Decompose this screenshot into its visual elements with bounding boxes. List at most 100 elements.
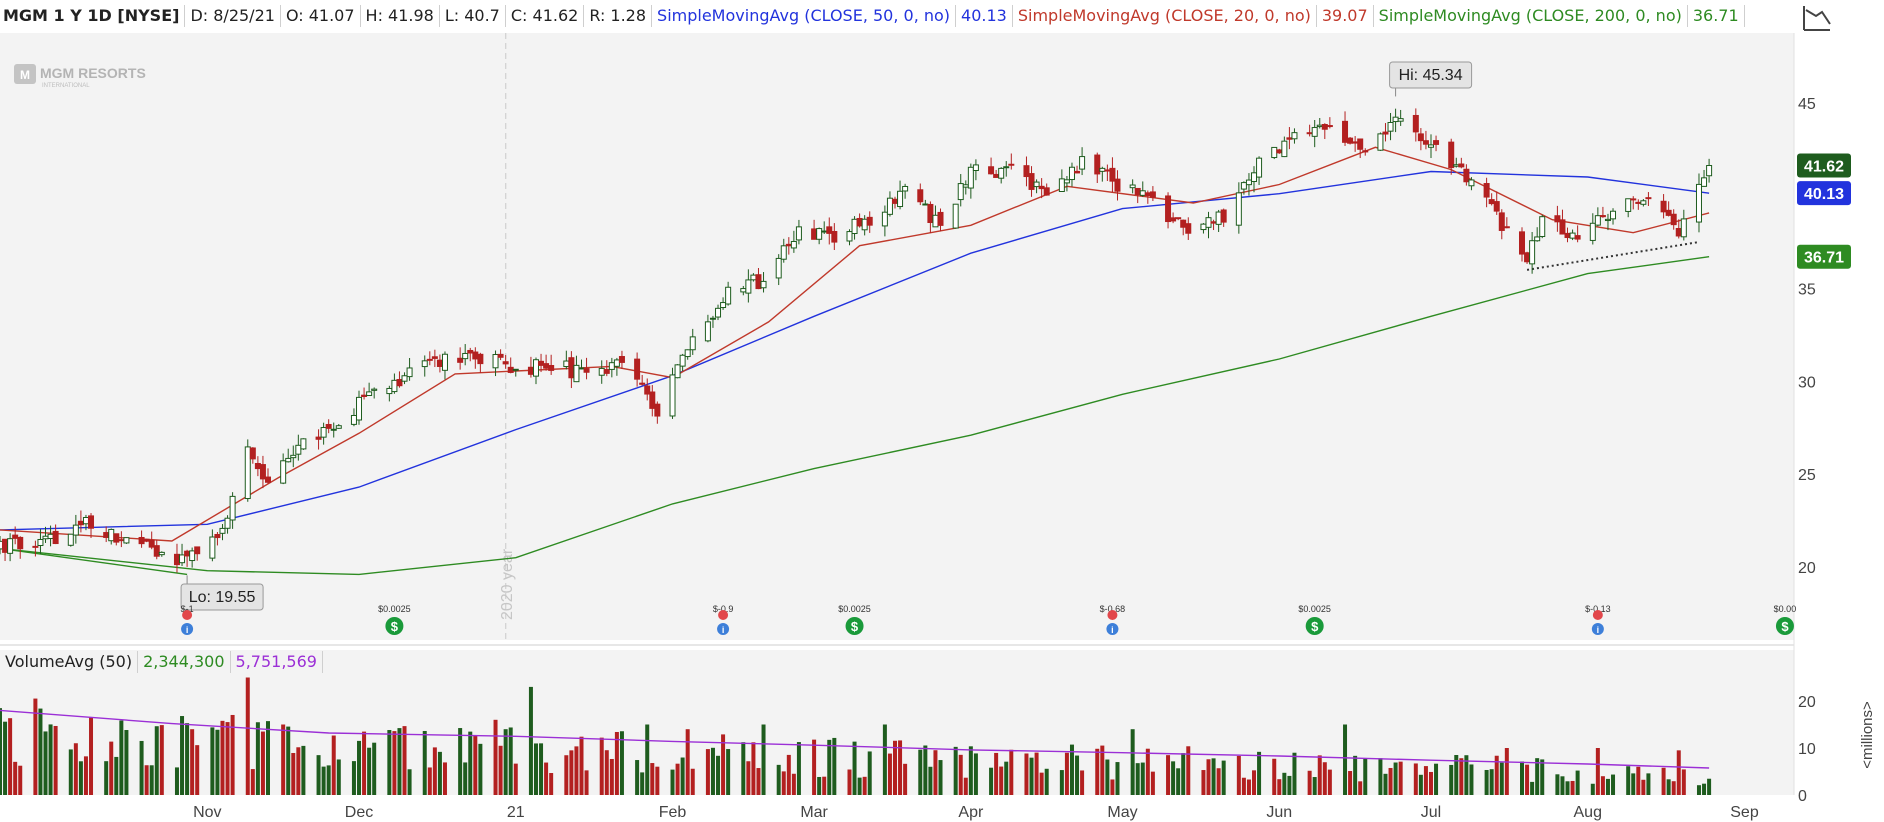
open-readout: O: 41.07 bbox=[281, 5, 361, 27]
sma50-study-label[interactable]: SimpleMovingAvg (CLOSE, 50, 0, no) bbox=[652, 5, 957, 27]
symbol-title[interactable]: MGM 1 Y 1D [NYSE] bbox=[0, 5, 186, 27]
candle bbox=[315, 429, 322, 450]
volume-bar bbox=[852, 741, 857, 795]
volume-bar bbox=[604, 750, 609, 795]
volume-bar bbox=[1201, 770, 1206, 795]
candle bbox=[421, 355, 428, 377]
candle bbox=[826, 217, 833, 245]
volume-bar bbox=[1211, 758, 1216, 795]
dollar-glyph: $ bbox=[1311, 619, 1319, 634]
volume-bar bbox=[513, 763, 518, 795]
volume-bar bbox=[215, 729, 220, 795]
volume-bar bbox=[1252, 770, 1257, 795]
candle-body bbox=[922, 203, 929, 206]
sma200-study-label[interactable]: SimpleMovingAvg (CLOSE, 200, 0, no) bbox=[1374, 5, 1688, 27]
candle bbox=[32, 540, 39, 557]
volume-bar bbox=[104, 761, 109, 795]
volume-bar bbox=[1681, 769, 1686, 795]
candle bbox=[846, 229, 853, 246]
time-tick-label: May bbox=[1107, 804, 1137, 821]
candle-body bbox=[1392, 116, 1399, 123]
candle-body bbox=[1342, 120, 1349, 143]
dividend-marker: $0.00 $ bbox=[1774, 604, 1797, 635]
candle-body bbox=[1695, 183, 1702, 223]
volume-bar bbox=[1272, 758, 1277, 795]
candle-body bbox=[1003, 166, 1010, 169]
volume-bar bbox=[245, 677, 250, 795]
dividend-label: $0.0025 bbox=[1298, 604, 1331, 614]
volume-bar bbox=[402, 726, 407, 795]
time-tick-label: 21 bbox=[507, 804, 525, 821]
candle bbox=[1185, 217, 1192, 240]
candle bbox=[1235, 182, 1242, 234]
volume-bar bbox=[781, 771, 786, 795]
candle bbox=[720, 297, 727, 310]
candle bbox=[88, 513, 95, 538]
candle-body bbox=[1180, 219, 1187, 228]
time-tick-label: Feb bbox=[659, 804, 687, 821]
volume-bar bbox=[210, 727, 215, 795]
candle-body bbox=[1675, 228, 1682, 237]
volume-bar bbox=[953, 746, 958, 795]
candlesticks bbox=[0, 108, 1713, 573]
candle bbox=[669, 367, 676, 419]
candle bbox=[295, 434, 302, 461]
candle-body bbox=[856, 217, 863, 227]
candle-body bbox=[1660, 200, 1667, 213]
volume-bar bbox=[397, 728, 402, 795]
volume-bar bbox=[174, 767, 179, 795]
volume-bar bbox=[1034, 752, 1039, 795]
volume-bar bbox=[1115, 762, 1120, 795]
volume-bar bbox=[1393, 762, 1398, 795]
drawing-tools-icon[interactable] bbox=[1800, 2, 1834, 34]
volume-bar bbox=[1520, 761, 1525, 795]
candle bbox=[1422, 130, 1429, 150]
sma20-study-label[interactable]: SimpleMovingAvg (CLOSE, 20, 0, no) bbox=[1013, 5, 1317, 27]
volume-bar bbox=[705, 749, 710, 795]
close-readout: C: 41.62 bbox=[506, 5, 585, 27]
volume-bar bbox=[1696, 785, 1701, 795]
high-callout-box bbox=[1389, 61, 1473, 89]
candle-body bbox=[725, 286, 732, 305]
candle-body bbox=[1170, 217, 1177, 222]
volume-tick-label: 10 bbox=[1798, 741, 1816, 758]
volume-bar bbox=[994, 752, 999, 795]
candle bbox=[639, 374, 646, 386]
candle bbox=[1665, 201, 1672, 217]
volume-bar bbox=[185, 723, 190, 795]
volume-bar bbox=[1575, 770, 1580, 795]
high-callout: Hi: 45.34 bbox=[1389, 61, 1473, 97]
candle-body bbox=[1311, 127, 1318, 137]
volume-bar bbox=[549, 773, 554, 795]
volume-study-label[interactable]: VolumeAvg (50) bbox=[0, 651, 139, 673]
candle-body bbox=[1463, 168, 1470, 183]
volume-bar bbox=[1181, 753, 1186, 795]
volume-bar bbox=[498, 745, 503, 795]
candle-body bbox=[1291, 132, 1298, 140]
volume-bar bbox=[265, 721, 270, 795]
candle-body bbox=[1114, 178, 1121, 192]
candle bbox=[1170, 212, 1177, 224]
candle-body bbox=[143, 538, 150, 542]
candle-body bbox=[993, 173, 1000, 178]
volume-bar bbox=[1378, 758, 1383, 795]
logo-mark bbox=[14, 64, 36, 84]
volume-bar bbox=[180, 716, 185, 795]
candle-body bbox=[1645, 197, 1652, 200]
candle-body bbox=[396, 379, 403, 387]
candle-body bbox=[1382, 131, 1389, 135]
volume-bar bbox=[1246, 779, 1251, 795]
candle-body bbox=[1094, 154, 1101, 175]
volume-bar bbox=[1343, 724, 1348, 795]
candle bbox=[1594, 207, 1601, 227]
candle-body bbox=[1427, 144, 1434, 148]
candle bbox=[704, 314, 711, 343]
volume-bar bbox=[1029, 757, 1034, 795]
volume-bar bbox=[286, 726, 291, 795]
volume-bar bbox=[832, 737, 837, 795]
candle-body bbox=[644, 385, 651, 395]
candle bbox=[1276, 148, 1283, 154]
low-callout-text: Lo: 19.55 bbox=[189, 589, 256, 606]
dividend-label: $0.00 bbox=[1774, 604, 1797, 614]
candle bbox=[67, 533, 74, 547]
